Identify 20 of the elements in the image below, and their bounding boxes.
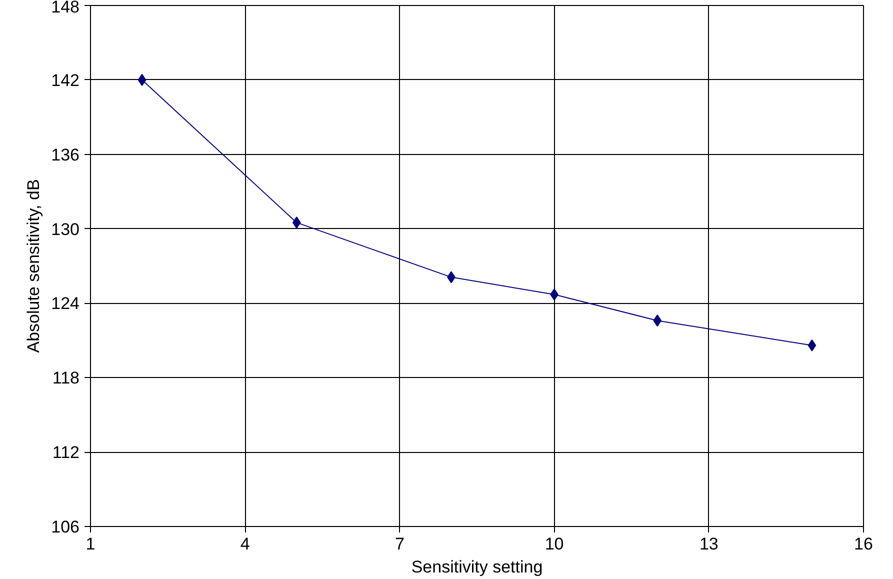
x-tick-label: 4 — [240, 534, 250, 554]
y-tick-label: 112 — [52, 443, 80, 462]
x-axis-title: Sensitivity setting — [411, 558, 543, 576]
y-axis-title: Absolute sensitivity, dB — [24, 179, 44, 353]
point — [808, 339, 816, 352]
point — [653, 314, 662, 327]
x-tick-label: 7 — [394, 534, 404, 554]
y-tick-label: 142 — [51, 70, 80, 90]
y-tick-label: 106 — [51, 518, 80, 536]
y-tick-label: 118 — [52, 368, 80, 388]
y-tick-label: 136 — [51, 145, 80, 164]
x-tick-label: 10 — [544, 534, 564, 554]
x-tick-label: 13 — [699, 534, 718, 554]
y-tick-label: 130 — [51, 220, 80, 239]
x-tick-label: 16 — [854, 534, 873, 554]
point — [292, 216, 301, 229]
y-tick-label: 124 — [51, 294, 80, 314]
point — [138, 74, 146, 86]
y-tick-label: 148 — [51, 0, 80, 16]
x-tick-label: 1 — [86, 534, 96, 554]
